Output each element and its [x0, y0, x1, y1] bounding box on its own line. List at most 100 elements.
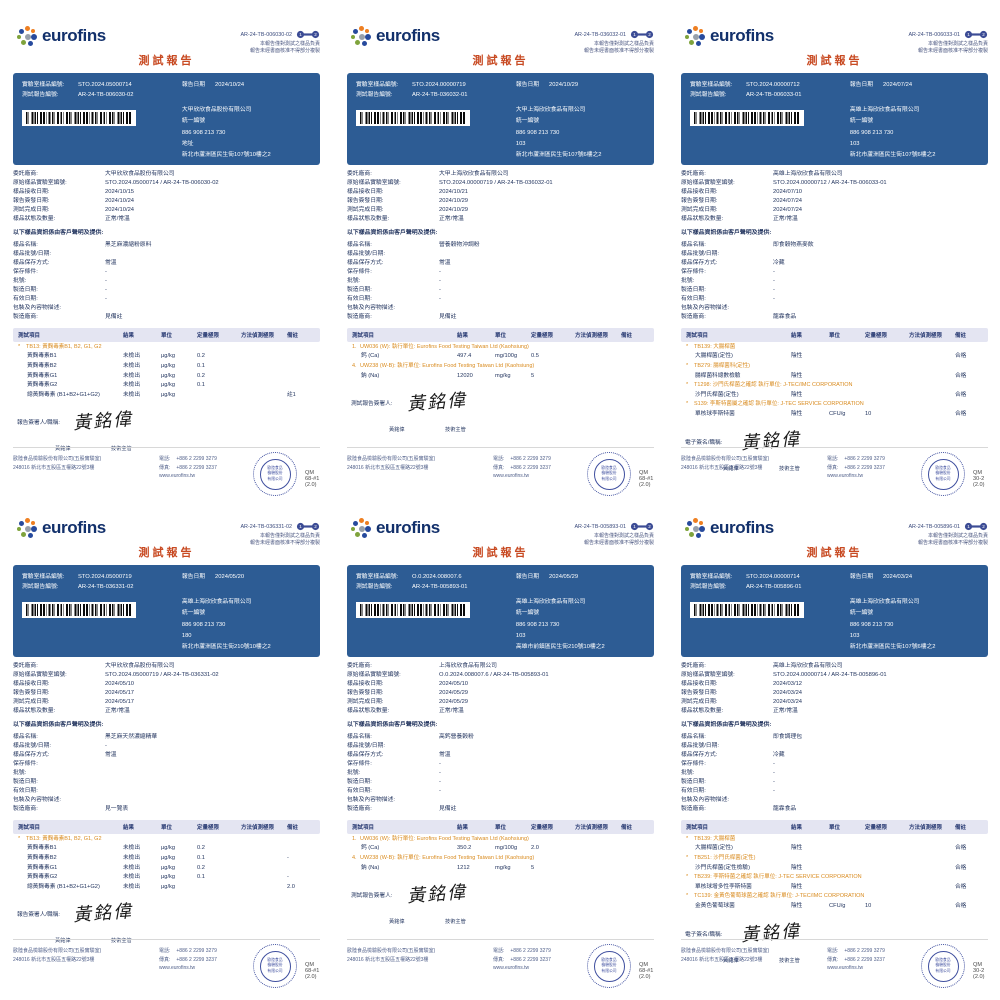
col-test-item: 測試項目 [352, 332, 375, 339]
field-value: 冷藏 [773, 751, 785, 758]
disclaimer-line: 本報告僅對測試之樣品負責 [593, 533, 654, 539]
footer-divider [681, 939, 988, 940]
report-fields: 委託廠商: 高雄上海欣欣食品有限公司 原始樣品實驗室編號: STO.2024.0000… [681, 170, 988, 224]
field-value: - [773, 295, 775, 302]
method-row: * T1298: 沙門氏桿菌之確認 執行單位: J-TEC/IMC CORPORA… [681, 380, 988, 390]
disclaimer-line: 本報告僅對測試之樣品負責 [259, 533, 320, 539]
report-fields: 委託廠商: 大甲欣欣食品股份有限公司 原始樣品實驗室編號: STO.2024.0500… [13, 662, 320, 716]
field-value: - [439, 286, 441, 293]
field-label: 保存條件: [681, 760, 706, 767]
field-value [105, 796, 320, 805]
eurofins-dots-icon [17, 26, 37, 46]
report-info-panel: 實驗室樣品編號: STO.2024.00000712 測試報告編號: AR-24-T… [681, 73, 988, 165]
field-row: 批號: - [681, 277, 988, 286]
field-value: 2024/07/10 [773, 188, 803, 195]
test-report-document: eurofins AR-24-TB-036331-02 1 2 本報告僅對測試之… [0, 510, 333, 992]
method-row: * TB279: 腸桿菌科(定性) [681, 361, 988, 371]
field-label: 委託廠商: [681, 663, 706, 669]
field-row: 報告簽發日期: 2024/10/29 [347, 197, 654, 206]
signer-name: 黃銘偉 [723, 465, 739, 472]
sample-id-block: 實驗室樣品編號: STO.2024.00000712 測試報告編號: AR-24-T… [690, 80, 979, 101]
field-value: 2024/05/10 [105, 680, 135, 687]
cell-mdl [241, 391, 287, 400]
recipient-line: 高雄上海欣欣食品有限公司 [181, 599, 252, 605]
field-value: 正常/常溫 [105, 215, 130, 222]
report-date-value: 2024/03/24 [883, 574, 913, 580]
field-value: 大甲欣欣食品股份有限公司 [105, 171, 175, 177]
recipient-line: 新北市蘆洲區民生街107號6樓之2 [849, 152, 936, 159]
field-label: 製造廠商: [347, 805, 372, 812]
cell-result: 未檢出 [123, 372, 141, 379]
field-value: - [105, 295, 107, 302]
report-footer: 歐陸食品檢驗股份有限公司(五股實驗室) 248016 新北市五股區五權路22號3… [13, 939, 320, 988]
handwritten-signature: 黃銘偉 [406, 390, 468, 416]
tel-label: 電話: [159, 948, 171, 954]
method-reference: UW036 (W): 執行單位: Eurofins Food Testing T… [360, 343, 529, 350]
seal-text: 歐陸食品 [935, 466, 951, 471]
cell-loq: 0.1 [197, 874, 205, 881]
signer-title: 技術主管 [779, 465, 800, 472]
recipient-line: 886 908 213 730 [849, 621, 894, 628]
declared-sample-fields: 樣品名稱: 即食穀物燕麥飲 樣品批號/日期: 樣品保存方式: 冷藏 保存條件: - 批號: - 製… [681, 241, 988, 322]
seal-text: 歐陸食品 [601, 466, 617, 471]
method-mark: * [686, 855, 689, 861]
field-label: 樣品保存方式: [13, 259, 50, 266]
field-value [105, 769, 320, 778]
field-label: 樣品接收日期: [347, 680, 384, 687]
barcode [356, 110, 470, 126]
field-value: 2024/07/24 [773, 197, 803, 204]
col-test-item: 測試項目 [18, 824, 41, 831]
field-label: 報告簽發日期: [681, 197, 718, 204]
field-value [105, 250, 320, 259]
field-value: 正常/常溫 [105, 707, 130, 714]
report-no-value: AR-24-TB-005896-01 [746, 584, 802, 591]
field-value: STO.2024.00000712 / AR-24-TB-006033-01 [773, 179, 887, 186]
field-value: - [773, 286, 775, 293]
recipient-line: 高雄上海欣欣食品有限公司 [515, 599, 586, 605]
method-mark: * [686, 835, 689, 842]
test-report-document: eurofins AR-24-TB-006030-02 1 2 本報告僅對測試之… [0, 18, 333, 500]
cell-mdl [909, 391, 955, 400]
eurofins-dots-icon [351, 26, 371, 46]
declared-sample-fields: 樣品名稱: 黑芝麻濃縮粉原料 樣品批號/日期: 樣品保存方式: 常溫 保存條件: - 批號: -… [13, 241, 320, 322]
brand-name: eurofins [42, 518, 106, 537]
field-label: 製造日期: [681, 286, 706, 293]
document-code: QM 30-2 (2.0) [973, 470, 985, 488]
field-label: 報告簽發日期: [13, 689, 50, 696]
col-note: 備註 [955, 824, 967, 831]
barcode-bars [26, 112, 132, 124]
method-row: 1. UW036 (W): 執行單位: Eurofins Food Testing… [347, 834, 654, 844]
report-info-panel: 實驗室樣品編號: STO.2024.05000719 測試報告編號: AR-24-T… [13, 565, 320, 657]
field-value [105, 787, 320, 796]
report-number-block: AR-24-TB-006030-02 1 2 本報告僅對測試之樣品負責 報告未經… [240, 30, 320, 56]
seal-text: 歐陸食品 [267, 466, 283, 471]
field-row: 樣品接收日期: 2024/10/21 [347, 188, 654, 197]
cell-note [621, 844, 649, 853]
result-row: 單核球李斯特菌 陰性 CFU/g 10 合格 [681, 409, 988, 419]
field-label: 批號: [347, 769, 361, 776]
website: www.eurofins.tw [827, 473, 864, 479]
company-seal-icon: 歐陸食品 檢驗股份 有限公司 [587, 452, 631, 496]
report-title: 測試報告 [138, 55, 195, 67]
field-value [439, 304, 654, 313]
cell-result: 12020 [457, 372, 473, 379]
cell-unit [829, 864, 865, 873]
field-value: 2024/05/10 [439, 680, 469, 687]
report-header: eurofins AR-24-TB-005893-01 1 2 本報告僅對測試之… [347, 510, 654, 546]
report-date-label: 報告日期 [849, 574, 874, 580]
field-label: 製造廠商: [13, 313, 38, 320]
company-seal-icon: 歐陸食品 檢驗股份 有限公司 [253, 944, 297, 988]
field-row: 有效日期: - [347, 787, 654, 796]
barcode-bars [694, 112, 800, 124]
eurofins-dots-icon [351, 518, 371, 538]
field-row: 樣品接收日期: 2024/07/10 [681, 188, 988, 197]
field-value [439, 796, 654, 805]
lab-contact-block: 電話: +886 2 2299 3279 傳真: +886 2 2299 3237 … [159, 455, 251, 481]
fax-value: +886 2 2299 3237 [510, 956, 551, 963]
cell-note [621, 352, 649, 361]
report-fields: 委託廠商: 高雄上海欣欣食品有限公司 原始樣品實驗室編號: STO.2024.0000… [681, 662, 988, 716]
lab-company: 歐陸食品檢驗股份有限公司(五股實驗室) [681, 456, 770, 462]
document-code: QM 68-#1 (2.0) [639, 962, 654, 980]
tel-label: 電話: [493, 948, 505, 954]
disclaimer-line: 報告未經書面核准不得部分複製 [583, 48, 654, 55]
